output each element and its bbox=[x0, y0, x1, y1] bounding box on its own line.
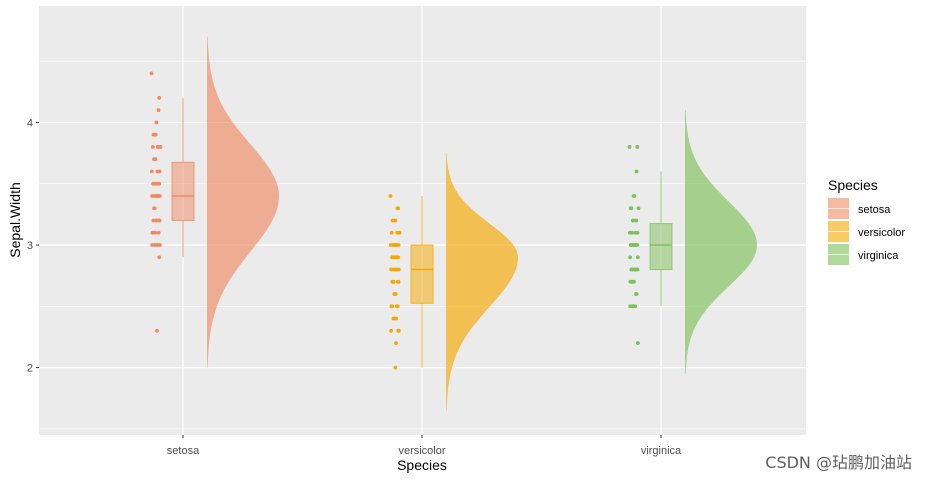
data-point-setosa bbox=[151, 181, 155, 186]
legend-label-versicolor: versicolor bbox=[858, 227, 905, 239]
box-versicolor bbox=[410, 244, 434, 304]
data-point-setosa bbox=[149, 71, 154, 76]
legend-label-virginica: virginica bbox=[858, 250, 899, 262]
data-point-setosa bbox=[152, 206, 156, 211]
data-point-versicolor bbox=[394, 341, 398, 345]
data-point-setosa bbox=[151, 218, 156, 223]
data-point-versicolor bbox=[395, 206, 400, 211]
data-point-virginica bbox=[628, 304, 633, 309]
data-point-setosa bbox=[155, 194, 159, 198]
data-point-versicolor bbox=[390, 279, 395, 284]
data-point-setosa bbox=[156, 230, 161, 235]
y-tick-label: 2 bbox=[27, 363, 33, 375]
data-point-versicolor bbox=[396, 328, 401, 333]
data-point-setosa bbox=[149, 169, 154, 174]
y-tick-label: 4 bbox=[27, 117, 33, 129]
data-point-versicolor bbox=[390, 255, 394, 260]
data-point-setosa bbox=[150, 145, 155, 149]
y-axis-title: Sepal.Width bbox=[7, 182, 23, 257]
density-cloud-setosa bbox=[207, 36, 279, 368]
density-cloud-versicolor bbox=[446, 153, 518, 411]
data-point-setosa bbox=[155, 169, 160, 174]
data-point-setosa bbox=[150, 243, 155, 247]
data-point-versicolor bbox=[396, 279, 400, 284]
x-tick-label: versicolor bbox=[398, 445, 445, 457]
legend-title: Species bbox=[828, 177, 878, 193]
data-point-setosa bbox=[154, 120, 159, 125]
legend-label-setosa: setosa bbox=[858, 204, 891, 216]
density-clouds bbox=[207, 36, 757, 411]
data-point-virginica bbox=[630, 218, 635, 223]
data-point-virginica bbox=[629, 267, 634, 272]
data-point-setosa bbox=[151, 132, 156, 137]
x-axis: setosa versicolor virginica bbox=[167, 435, 682, 457]
data-point-virginica bbox=[634, 292, 638, 296]
data-point-virginica bbox=[634, 169, 639, 174]
data-point-setosa bbox=[156, 108, 161, 113]
data-point-setosa bbox=[150, 230, 155, 235]
data-point-versicolor bbox=[392, 292, 397, 296]
data-point-virginica bbox=[627, 145, 632, 149]
jitter-points bbox=[149, 71, 641, 370]
data-point-virginica bbox=[631, 194, 636, 198]
data-point-virginica bbox=[636, 341, 640, 345]
data-point-setosa bbox=[155, 328, 159, 333]
box-virginica bbox=[649, 223, 673, 271]
data-point-virginica bbox=[628, 243, 633, 247]
boxplots bbox=[171, 97, 673, 368]
watermark: CSDN @玷鹏加油站 bbox=[765, 453, 912, 472]
data-point-virginica bbox=[627, 230, 632, 235]
legend: Species setosa versicolor virginica bbox=[828, 177, 905, 265]
data-point-setosa bbox=[155, 145, 160, 149]
data-point-setosa bbox=[158, 243, 162, 247]
data-point-setosa bbox=[157, 255, 162, 260]
data-point-versicolor bbox=[395, 304, 399, 309]
y-axis: 2 3 4 bbox=[27, 117, 39, 375]
data-point-setosa bbox=[154, 218, 158, 223]
data-point-versicolor bbox=[393, 365, 398, 370]
y-tick-label: 3 bbox=[27, 240, 33, 252]
data-point-versicolor bbox=[395, 230, 400, 235]
data-point-virginica bbox=[636, 206, 641, 211]
data-point-versicolor bbox=[390, 218, 395, 223]
x-tick-label: virginica bbox=[641, 445, 682, 457]
data-point-setosa bbox=[157, 96, 162, 100]
data-point-versicolor bbox=[388, 194, 393, 198]
data-point-virginica bbox=[635, 255, 640, 260]
data-point-virginica bbox=[628, 279, 633, 284]
x-tick-label: setosa bbox=[167, 445, 200, 457]
data-point-virginica bbox=[628, 206, 633, 211]
data-point-virginica bbox=[635, 145, 640, 149]
data-point-virginica bbox=[633, 230, 638, 235]
data-point-versicolor bbox=[392, 255, 397, 260]
data-point-setosa bbox=[150, 194, 155, 198]
data-point-versicolor bbox=[393, 243, 398, 247]
data-point-versicolor bbox=[389, 328, 394, 333]
x-axis-title: Species bbox=[397, 457, 447, 473]
data-point-versicolor bbox=[389, 230, 394, 235]
data-point-versicolor bbox=[388, 243, 393, 247]
data-point-setosa bbox=[152, 157, 156, 162]
data-point-virginica bbox=[632, 267, 637, 272]
data-point-setosa bbox=[157, 181, 162, 186]
data-point-virginica bbox=[628, 255, 632, 260]
data-point-versicolor bbox=[391, 316, 396, 321]
density-cloud-virginica bbox=[685, 110, 757, 374]
data-point-versicolor bbox=[389, 267, 393, 272]
box-setosa bbox=[171, 161, 195, 221]
data-point-versicolor bbox=[389, 304, 394, 309]
data-point-versicolor bbox=[394, 267, 398, 272]
